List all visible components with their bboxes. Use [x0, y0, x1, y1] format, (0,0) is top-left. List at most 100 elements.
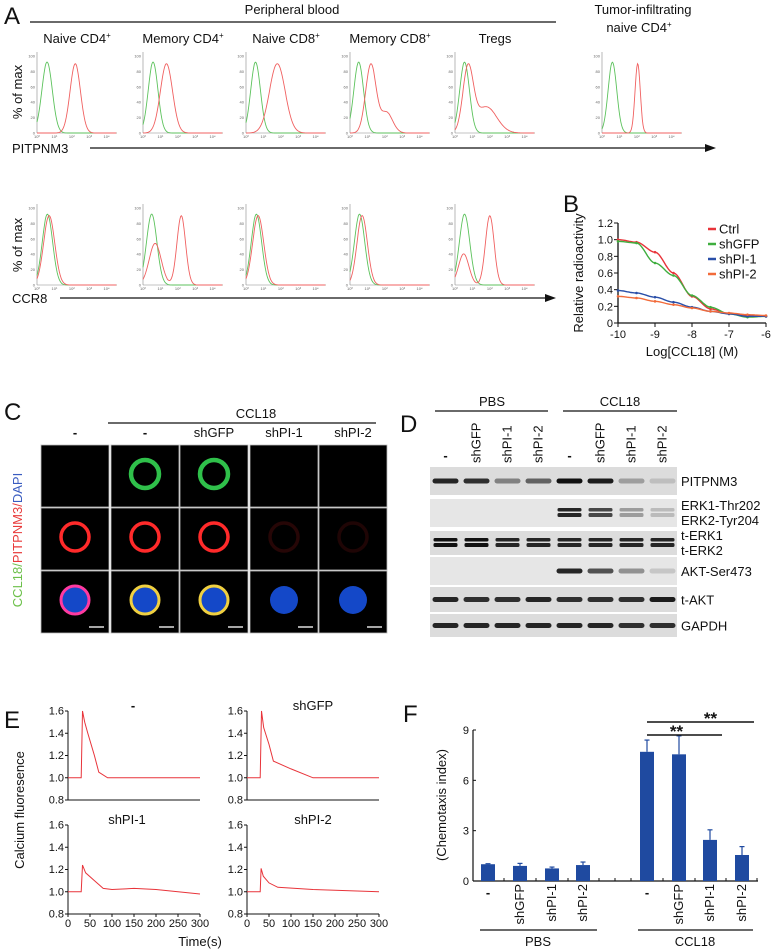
d-band — [525, 623, 552, 628]
histogram-y-tick: 100 — [237, 206, 244, 211]
histogram-x-tick: 10⁴ — [209, 134, 215, 139]
d-band — [433, 543, 458, 547]
c-image-cell — [318, 444, 388, 508]
b-x-tick-label: -7 — [724, 329, 734, 341]
b-xlabel: Log[CCL18] (M) — [646, 344, 738, 359]
histogram-y-tick: 20 — [31, 267, 36, 272]
column-title-name: Memory CD8 — [349, 31, 426, 46]
f-category-label: shPI-2 — [734, 884, 749, 922]
histogram-y-tick: 100 — [28, 206, 35, 211]
f-category-label: shPI-1 — [702, 884, 717, 922]
histogram-y-tick: 60 — [137, 236, 142, 241]
histogram-x-tick: 10⁴ — [209, 286, 215, 291]
b-x-tick-label: -8 — [687, 329, 697, 341]
histogram-x-tick: 10⁰ — [34, 286, 40, 291]
b-data-point — [635, 241, 638, 245]
b-data-point — [690, 294, 694, 297]
b-data-point — [690, 306, 694, 310]
c-channel-label: CCL18/PITPNM3/DAPI — [10, 473, 25, 607]
histogram-x-tick: 10¹ — [470, 286, 476, 291]
b-data-point — [672, 300, 675, 304]
histogram-x-tick: 10² — [382, 286, 388, 291]
red-histogram-trace — [350, 63, 430, 134]
d-lane-label: shPI-2 — [531, 425, 546, 463]
e-y-tick-label: 1.4 — [228, 728, 243, 740]
histogram-x-tick: 10⁴ — [103, 286, 109, 291]
histogram-x-tick: 10¹ — [617, 134, 623, 139]
histogram-x-tick: 10⁰ — [140, 286, 146, 291]
row1-ylabel: % of max — [10, 64, 25, 119]
histogram-y-tick: 20 — [449, 267, 454, 272]
histogram-x-tick: 10¹ — [158, 286, 164, 291]
histogram-y-tick: 80 — [240, 221, 245, 226]
c-channel-sep: / — [10, 503, 25, 507]
histogram-y-tick: 40 — [344, 252, 349, 257]
histogram-y-tick: 60 — [344, 84, 349, 89]
histogram-x-tick: 10³ — [295, 134, 301, 139]
histogram-x-tick: 10¹ — [52, 134, 58, 139]
histogram-x-tick: 10² — [175, 134, 181, 139]
e-x-tick-label: 250 — [169, 918, 187, 930]
b-data-point — [635, 296, 638, 300]
d-band — [649, 478, 676, 484]
e-y-tick-label: 1.0 — [49, 886, 64, 898]
d-band — [556, 597, 583, 602]
histogram-x-tick: 10⁴ — [103, 134, 109, 139]
histogram-y-tick: 60 — [240, 236, 245, 241]
tumor-title-name: naive CD4 — [606, 20, 667, 35]
d-band — [463, 597, 490, 602]
e-x-tick-label: 150 — [304, 918, 322, 930]
histogram-x-tick: 10¹ — [365, 286, 371, 291]
d-lane-label: shPI-1 — [624, 425, 639, 463]
d-band — [619, 508, 644, 512]
d-band — [618, 568, 645, 574]
c-channel-dapi: DAPI — [10, 473, 25, 503]
red-histogram-trace — [454, 63, 535, 134]
e-y-tick-label: 1.6 — [228, 706, 243, 718]
histogram-y-tick: 20 — [31, 115, 36, 120]
histogram-y-tick: 0 — [33, 283, 36, 288]
e-y-tick-label: 1.4 — [228, 842, 243, 854]
e-x-tick-label: 300 — [370, 918, 388, 930]
column-title-name: Tregs — [479, 31, 512, 46]
d-band — [618, 597, 645, 602]
c-image-cell — [249, 507, 319, 571]
c-pitpnm3-ring — [59, 521, 91, 553]
d-lane-label: shGFP — [469, 423, 484, 463]
d-band — [650, 538, 675, 542]
d-row-label: ERK1-Thr202 — [681, 498, 760, 513]
red-histogram-trace — [142, 63, 223, 134]
e-y-tick-label: 1.2 — [228, 750, 243, 762]
e-x-tick-label: 0 — [65, 918, 71, 930]
d-row-label: GAPDH — [681, 619, 727, 634]
d-band — [463, 623, 490, 628]
b-x-tick-label: -10 — [610, 329, 626, 341]
d-row-label: t-ERK2 — [681, 543, 723, 558]
f-y-tick-label: 3 — [463, 826, 469, 838]
histogram-y-tick: 100 — [446, 206, 453, 211]
b-data-point — [746, 313, 749, 316]
histogram-y-tick: 80 — [31, 69, 36, 74]
column-title-name: Naive CD8 — [252, 31, 315, 46]
histogram-y-tick: 80 — [344, 69, 349, 74]
histogram-x-tick: 10² — [634, 134, 640, 139]
c-dapi-nucleus — [270, 586, 298, 614]
b-data-point — [653, 250, 657, 254]
c-dapi-nucleus — [131, 586, 159, 614]
histogram-y-tick: 0 — [598, 131, 601, 136]
c-pitpnm3-ring — [198, 521, 230, 553]
c-channel-pitpnm3: PITPNM3 — [10, 507, 25, 563]
histogram-y-tick: 60 — [31, 84, 36, 89]
f-bar — [513, 865, 527, 881]
histogram-x-tick: 10³ — [192, 286, 198, 291]
panel-letter-f: F — [403, 701, 418, 728]
column-title: Memory CD4+ — [142, 31, 224, 46]
histogram-x-tick: 10² — [69, 286, 75, 291]
c-column-label: shPI-1 — [265, 425, 303, 440]
e-x-tick-label: 50 — [263, 918, 275, 930]
histogram-x-tick: 10³ — [504, 286, 510, 291]
histogram-y-tick: 60 — [31, 236, 36, 241]
histogram-y-tick: 80 — [137, 221, 142, 226]
histogram-x-tick: 10² — [382, 134, 388, 139]
e-y-tick-label: 1.2 — [49, 750, 64, 762]
